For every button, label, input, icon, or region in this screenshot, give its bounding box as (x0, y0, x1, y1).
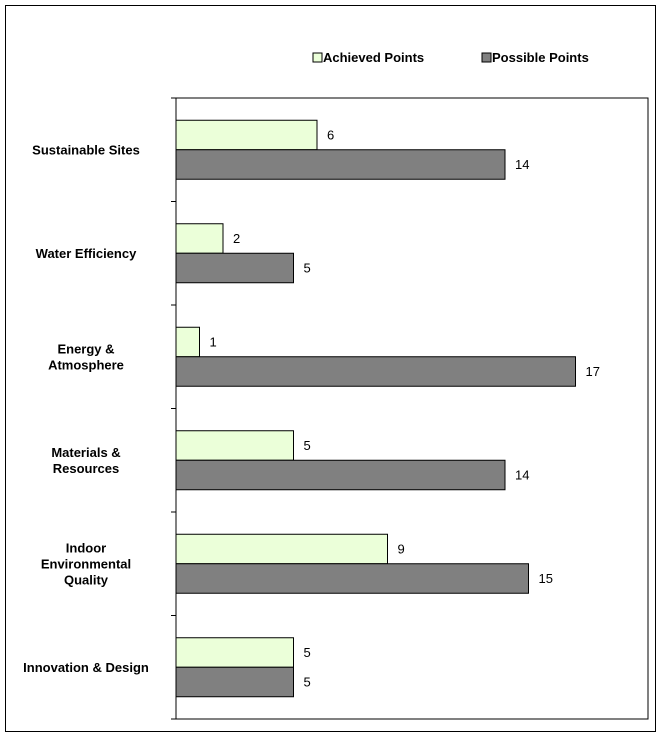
bar-achieved-points-indoor-environmental-quality (175, 533, 388, 565)
data-label-achieved-points-sustainable-sites: 6 (327, 128, 334, 143)
data-label-achieved-points-water-efficiency: 2 (233, 231, 240, 246)
bars: 6 14 2 5 1 17 5 14 9 15 5 5 (175, 119, 600, 698)
legend: Achieved Points Possible Points (312, 50, 589, 65)
bar-achieved-points-sustainable-sites (175, 119, 318, 151)
bar-possible-points-materials-and-resources (175, 459, 506, 491)
data-label-possible-points-indoor-environmental-quality: 15 (539, 571, 553, 586)
data-label-possible-points-water-efficiency: 5 (304, 261, 311, 276)
category-label-sustainable-sites: Sustainable Sites (32, 142, 140, 157)
bar-achieved-points-water-efficiency (175, 223, 224, 254)
bar-achieved-points-innovation-and-design (175, 637, 294, 668)
bar-possible-points-innovation-and-design (175, 666, 294, 698)
legend-label-achieved: Achieved Points (323, 50, 424, 65)
data-label-possible-points-innovation-and-design: 5 (304, 675, 311, 690)
data-label-achieved-points-indoor-environmental-quality: 9 (398, 542, 405, 557)
category-label-indoor-environmental-quality: Indoor Environmental Quality (41, 540, 131, 587)
bar-achieved-points-energy-and-atmosphere (175, 326, 200, 358)
y-axis (171, 97, 176, 720)
bar-possible-points-sustainable-sites (175, 149, 506, 180)
bar-possible-points-indoor-environmental-quality (175, 563, 529, 594)
category-label-innovation-and-design: Innovation & Design (23, 660, 149, 675)
data-label-achieved-points-energy-and-atmosphere: 1 (210, 335, 217, 350)
data-label-possible-points-materials-and-resources: 14 (515, 468, 529, 483)
legend-label-possible: Possible Points (492, 50, 589, 65)
data-label-achieved-points-materials-and-resources: 5 (304, 438, 311, 453)
category-label-water-efficiency: Water Efficiency (36, 246, 137, 261)
category-labels: Sustainable Sites Water Efficiency Energy … (23, 142, 149, 675)
plot-area (175, 97, 649, 720)
bar-possible-points-water-efficiency (175, 252, 294, 284)
data-label-possible-points-energy-and-atmosphere: 17 (586, 364, 600, 379)
data-label-possible-points-sustainable-sites: 14 (515, 157, 529, 172)
legend-swatch-achieved (312, 52, 323, 63)
legend-swatch-possible (481, 52, 492, 63)
data-label-achieved-points-innovation-and-design: 5 (304, 645, 311, 660)
category-label-energy-and-atmosphere: Energy & Atmosphere (48, 341, 124, 372)
category-label-materials-and-resources: Materials & Resources (51, 445, 120, 476)
bar-possible-points-energy-and-atmosphere (175, 356, 576, 387)
bar-achieved-points-materials-and-resources (175, 430, 294, 461)
